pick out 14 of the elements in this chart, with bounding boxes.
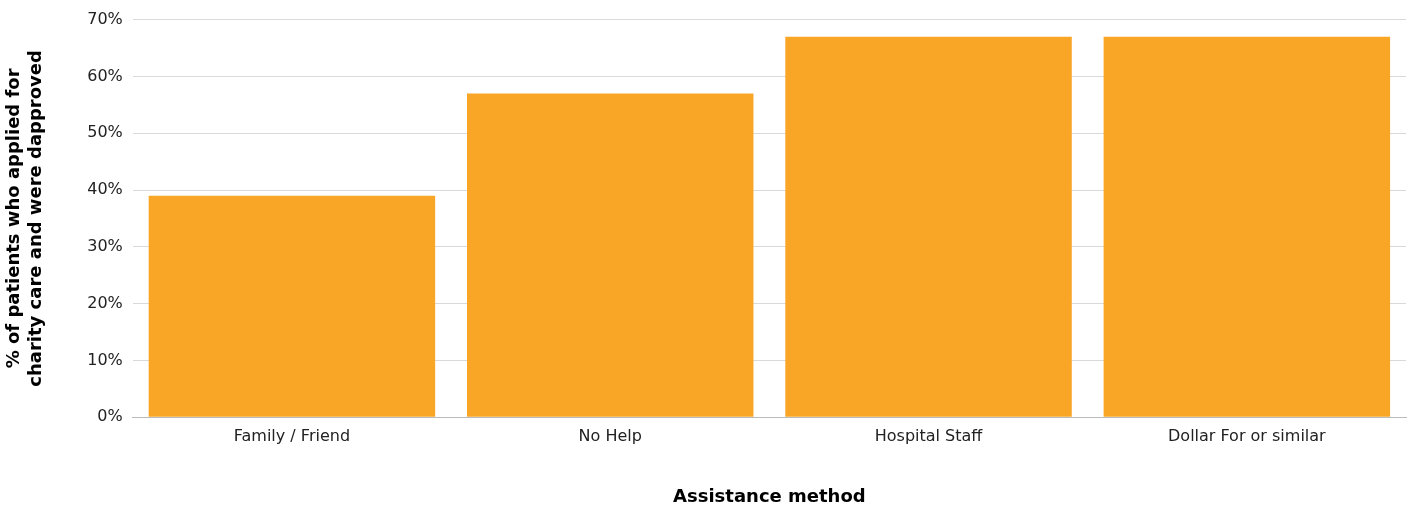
x-tick-label: Hospital Staff — [874, 425, 984, 445]
x-axis-title: Assistance method — [673, 484, 866, 506]
y-tick-label: 0% — [97, 406, 123, 426]
y-tick-label: 40% — [87, 179, 123, 199]
x-tick-label: No Help — [578, 425, 642, 445]
y-tick-label: 10% — [87, 349, 123, 369]
y-tick-label: 30% — [87, 235, 123, 255]
y-tick-label: 70% — [87, 8, 123, 28]
y-tick-label: 60% — [87, 65, 123, 85]
x-tick-label: Dollar For or similar — [1168, 425, 1327, 445]
x-tick-label: Family / Friend — [233, 425, 351, 445]
y-tick-label: 20% — [87, 292, 123, 312]
y-tick-label: 50% — [87, 122, 123, 142]
y-axis-title: % of patients who applied for charity care and were dapproved — [2, 50, 46, 387]
